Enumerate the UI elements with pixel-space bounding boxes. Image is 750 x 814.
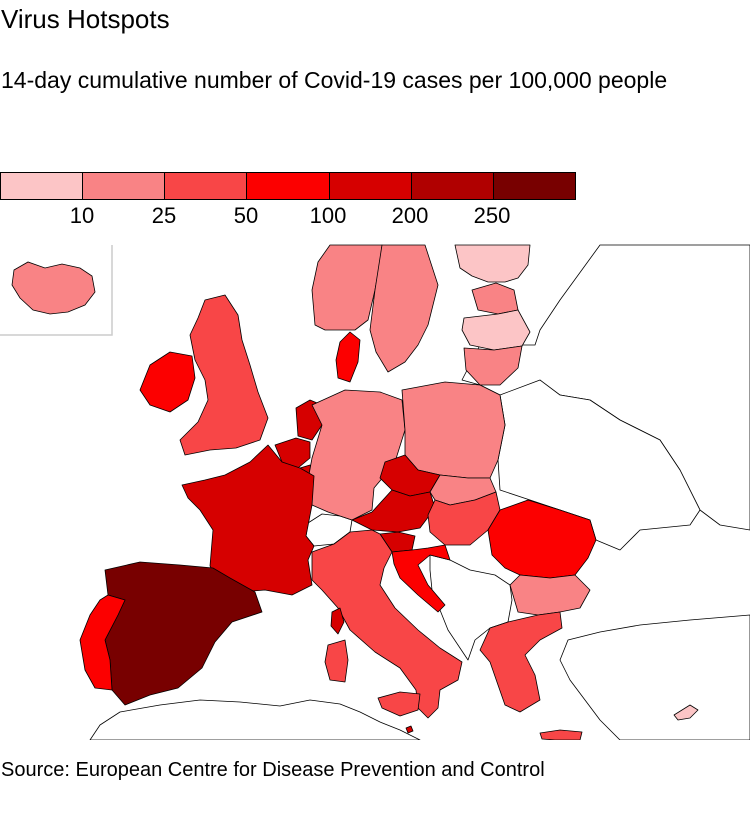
country-united-kingdom bbox=[179, 294, 269, 456]
source-note: Source: European Centre for Disease Prev… bbox=[1, 759, 545, 781]
europe-map bbox=[0, 244, 750, 740]
legend-swatch bbox=[164, 172, 248, 200]
country-sicily bbox=[377, 691, 421, 717]
country-spain bbox=[104, 561, 263, 706]
country-romania bbox=[487, 499, 597, 579]
legend-tick: 25 bbox=[151, 203, 177, 228]
country-austria bbox=[351, 489, 436, 533]
country-lithuania bbox=[463, 345, 523, 386]
country-crete bbox=[539, 729, 583, 740]
country-latvia bbox=[461, 309, 531, 351]
country-finland bbox=[454, 244, 531, 283]
country-denmark bbox=[335, 331, 361, 383]
legend-tick: 50 bbox=[233, 203, 259, 228]
legend-swatch bbox=[410, 172, 494, 200]
country-corsica bbox=[330, 607, 345, 635]
country-germany bbox=[307, 389, 406, 521]
country-france bbox=[181, 444, 315, 596]
country-estonia bbox=[471, 282, 519, 315]
legend-tick: 100 bbox=[309, 203, 347, 228]
country-bulgaria bbox=[509, 574, 591, 616]
country-iceland bbox=[11, 261, 96, 315]
country-belarus-ukraine bbox=[497, 379, 701, 551]
country-sweden bbox=[369, 244, 439, 373]
legend-tick: 250 bbox=[473, 203, 511, 228]
legend-swatch bbox=[492, 172, 576, 200]
north-africa-coast bbox=[89, 699, 421, 740]
country-malta bbox=[405, 725, 414, 734]
country-turkey bbox=[559, 614, 750, 740]
country-portugal bbox=[79, 594, 126, 691]
legend-tick: 200 bbox=[391, 203, 429, 228]
country-italy bbox=[311, 529, 463, 719]
country-greece bbox=[479, 611, 563, 713]
country-croatia bbox=[391, 544, 451, 613]
legend-swatch bbox=[328, 172, 412, 200]
legend-swatch bbox=[0, 172, 84, 200]
iceland-inset-frame bbox=[0, 245, 113, 336]
country-poland bbox=[401, 381, 506, 479]
chart-subtitle: 14-day cumulative number of Covid-19 cas… bbox=[1, 67, 668, 93]
country-cyprus bbox=[673, 704, 699, 721]
legend-swatch bbox=[82, 172, 166, 200]
country-ireland bbox=[139, 351, 196, 413]
legend-tick: 10 bbox=[69, 203, 95, 228]
country-sardinia bbox=[324, 639, 349, 683]
legend-swatch bbox=[246, 172, 330, 200]
color-legend bbox=[0, 172, 576, 200]
chart-title: Virus Hotspots bbox=[1, 4, 170, 34]
